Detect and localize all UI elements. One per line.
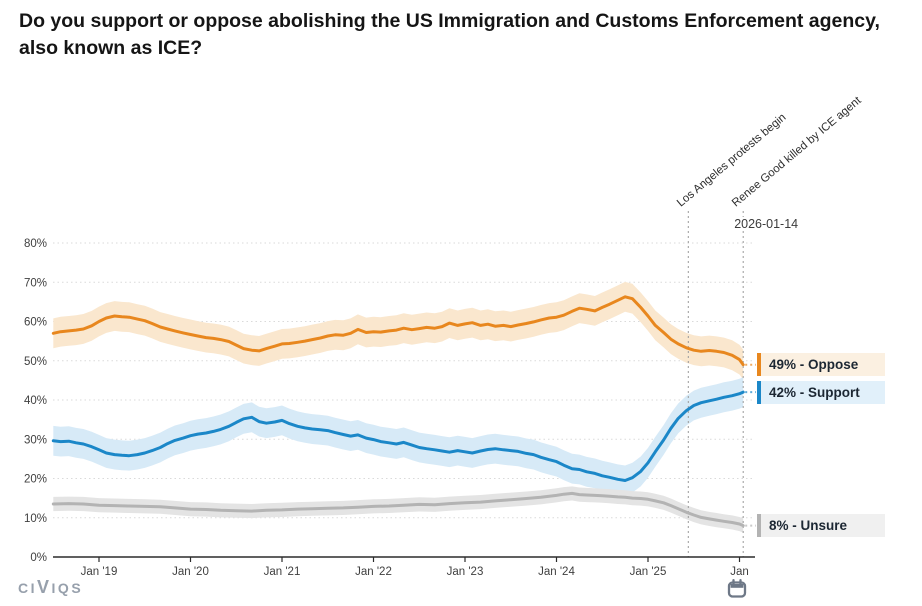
x-tick-label: Jan '20 xyxy=(172,566,209,578)
y-tick-label: 70% xyxy=(24,277,47,289)
logo-letter: I xyxy=(30,580,38,596)
trend-line-unsure[interactable] xyxy=(51,491,745,528)
x-tick-label: Jan xyxy=(730,566,749,578)
y-tick-label: 50% xyxy=(24,356,47,368)
x-tick-label: Jan '21 xyxy=(264,566,301,578)
y-tick-label: 0% xyxy=(30,552,47,564)
calendar-icon[interactable] xyxy=(726,578,748,600)
endpoint-label-support: 42% - Support xyxy=(757,380,885,404)
x-tick-label: Jan '22 xyxy=(355,566,392,578)
endpoint-label-unsure-text: 8% - Unsure xyxy=(769,518,848,534)
band-support xyxy=(53,377,744,496)
y-tick-label: 10% xyxy=(24,513,47,525)
trend-line-oppose[interactable] xyxy=(51,295,745,367)
x-tick-label: Jan '23 xyxy=(447,566,484,578)
y-tick-label: 40% xyxy=(24,395,47,407)
x-tick-label: Jan '24 xyxy=(538,566,575,578)
x-tick-label: Jan '19 xyxy=(81,566,118,578)
y-tick-label: 20% xyxy=(24,474,47,486)
endpoint-label-unsure: 8% - Unsure xyxy=(757,514,885,538)
logo-letter: S xyxy=(71,580,84,596)
logo-letter: Q xyxy=(57,580,72,596)
logo-letter: V xyxy=(37,577,52,597)
y-tick-label: 30% xyxy=(24,434,47,446)
page-title: Do you support or oppose abolishing the … xyxy=(19,10,880,59)
endpoint-label-support-text: 42% - Support xyxy=(769,384,860,400)
y-tick-label: 60% xyxy=(24,317,47,329)
endpoint-label-oppose: 49% - Oppose xyxy=(757,353,885,377)
trend-line-support[interactable] xyxy=(51,390,745,482)
band-unsure xyxy=(53,486,744,533)
y-tick-label: 80% xyxy=(24,238,47,250)
logo-letter: C xyxy=(18,580,31,596)
endpoint-label-oppose-text: 49% - Oppose xyxy=(769,357,859,373)
civiqs-logo[interactable]: CIVIQS xyxy=(18,577,83,598)
annotation-date-label: 2026-01-14 xyxy=(732,217,801,231)
x-tick-label: Jan '25 xyxy=(630,566,667,578)
logo-letter: I xyxy=(51,580,58,596)
